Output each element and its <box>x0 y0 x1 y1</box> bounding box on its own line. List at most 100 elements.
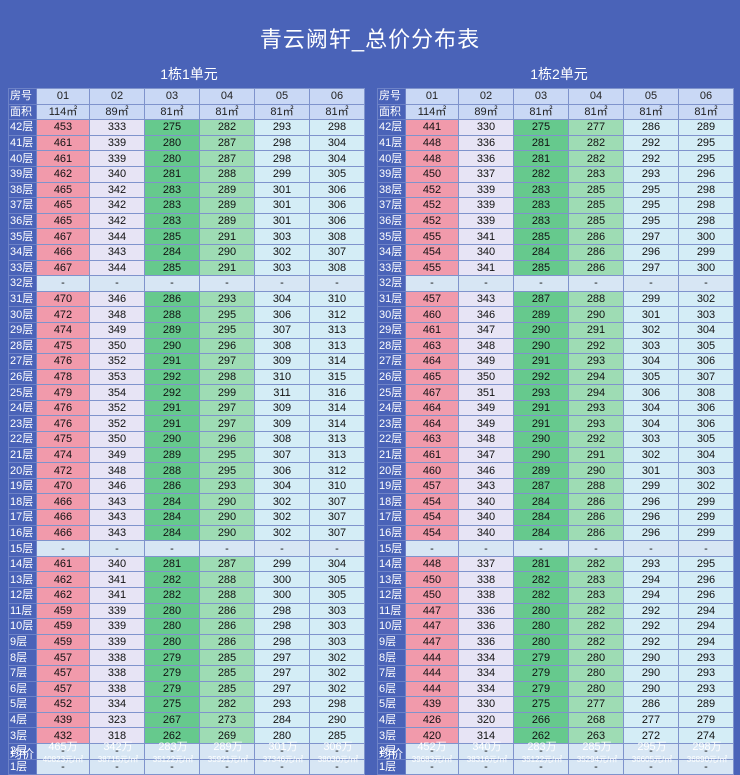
table-cell: 282 <box>144 587 200 604</box>
table-cell: 307 <box>309 243 365 261</box>
table-cell: 306 <box>309 212 365 230</box>
table-cell: 338 <box>89 680 145 698</box>
table-cell: 297 <box>199 353 255 370</box>
table-cell: 285 <box>199 680 255 698</box>
table-cell: 343 <box>89 493 145 511</box>
table-cell: 475 <box>36 337 90 355</box>
table-cell: 307 <box>254 321 310 339</box>
row-label: 35层 <box>8 228 37 245</box>
table-cell: 340 <box>458 493 514 511</box>
table-cell: 281 <box>513 555 569 573</box>
avg-price-cell: 283万 35122元/㎡ <box>146 738 200 765</box>
header-row-room: 房号 01 02 03 04 05 06 <box>8 88 365 105</box>
row-label: 31层 <box>377 290 406 308</box>
table-row: 33层 467 344 285 291 303 308 <box>8 259 365 277</box>
table-cell: 349 <box>458 353 514 370</box>
table-cell: 303 <box>678 306 734 323</box>
table-cell: 290 <box>513 446 569 464</box>
row-label: 39层 <box>377 165 406 183</box>
table-cell: 341 <box>89 587 145 604</box>
table-cell: 338 <box>89 664 145 682</box>
table-cell: 464 <box>405 353 459 370</box>
table-row: 25层 479 354 292 299 311 316 <box>8 384 365 401</box>
unit1-price-table: 房号 01 02 03 04 05 06 面积 114㎡ 89㎡ 81㎡ 81㎡ 81㎡ 81㎡ 42层 45… <box>8 88 365 775</box>
table-row: 29层 474 349 289 295 307 313 <box>8 321 365 339</box>
row-label: 10层 <box>377 618 406 635</box>
row-label: 31层 <box>8 290 37 308</box>
table-cell: 293 <box>568 415 624 433</box>
table-cell: 273 <box>199 711 255 729</box>
table-cell: 293 <box>678 649 734 666</box>
row-label: 26层 <box>377 368 406 386</box>
row-label: 8层 <box>8 649 37 666</box>
table-cell: 302 <box>254 524 310 542</box>
row-label: 27层 <box>377 353 406 370</box>
table-row: 2层 - - - - - - <box>377 742 734 760</box>
row-label: 30层 <box>8 306 37 323</box>
table-cell: 302 <box>309 649 365 666</box>
row-label: 21层 <box>377 446 406 464</box>
table-cell: 284 <box>513 509 569 526</box>
table-row: 38层 452 339 283 285 295 298 <box>377 181 734 199</box>
table-cell: 298 <box>254 618 310 635</box>
table-cell: 303 <box>309 633 365 651</box>
table-cell: 312 <box>309 306 365 323</box>
table-cell: 348 <box>458 337 514 355</box>
table-cell: 293 <box>678 680 734 698</box>
table-cell: 450 <box>405 571 459 588</box>
table-cell: 299 <box>678 524 734 542</box>
table-cell: 289 <box>199 197 255 214</box>
table-cell: 464 <box>405 399 459 417</box>
table-cell: 299 <box>623 477 679 495</box>
table-cell: 282 <box>568 618 624 635</box>
table-cell: 339 <box>89 618 145 635</box>
header-row-area: 面积 114㎡ 89㎡ 81㎡ 81㎡ 81㎡ 81㎡ <box>8 103 365 121</box>
table-cell: 454 <box>405 243 459 261</box>
table-cell: - <box>568 540 624 557</box>
table-cell: - <box>199 540 255 557</box>
table-cell: 320 <box>458 711 514 729</box>
table-cell: 463 <box>405 337 459 355</box>
table-cell: 291 <box>513 353 569 370</box>
table-cell: 300 <box>254 587 310 604</box>
table-row: 8层 457 338 279 285 297 302 <box>8 649 365 666</box>
table-cell: 338 <box>458 587 514 604</box>
table-cell: 294 <box>678 602 734 620</box>
table-cell: 315 <box>309 368 365 386</box>
unit2-title: 1栋2单元 <box>530 66 588 82</box>
table-cell: 05 <box>254 88 310 105</box>
table-row: 24层 476 352 291 297 309 314 <box>8 399 365 417</box>
table-cell: 307 <box>309 493 365 511</box>
avg-unit-price: 35122元/㎡ <box>521 755 563 764</box>
avg-unit-price: 37346元/㎡ <box>262 755 304 764</box>
table-cell: 303 <box>623 337 679 355</box>
table-cell: 281 <box>513 134 569 152</box>
row-label: 36层 <box>8 212 37 230</box>
table-cell: 299 <box>678 509 734 526</box>
table-cell: 299 <box>254 555 310 573</box>
table-row: 15层 - - - - - - <box>377 540 734 557</box>
table-cell: 291 <box>199 259 255 277</box>
table-cell: 297 <box>623 228 679 245</box>
table-row: 15层 - - - - - - <box>8 540 365 557</box>
table-row: 9层 447 336 280 282 292 294 <box>377 633 734 651</box>
table-cell: 283 <box>513 181 569 199</box>
table-cell: 306 <box>254 462 310 479</box>
table-cell: 296 <box>623 243 679 261</box>
table-cell: - <box>254 540 310 557</box>
table-cell: 292 <box>623 633 679 651</box>
table-cell: - <box>89 540 145 557</box>
table-cell: - <box>144 275 200 292</box>
table-cell: 06 <box>678 88 734 105</box>
table-cell: 274 <box>678 727 734 744</box>
table-cell: 288 <box>144 306 200 323</box>
table-cell: 346 <box>458 306 514 323</box>
table-cell: 291 <box>199 228 255 245</box>
table-cell: 336 <box>458 602 514 620</box>
table-row: 13层 462 341 282 288 300 305 <box>8 571 365 588</box>
table-cell: 282 <box>513 165 569 183</box>
table-cell: - <box>36 275 90 292</box>
table-cell: 302 <box>254 243 310 261</box>
table-cell: - <box>144 540 200 557</box>
table-cell: 298 <box>254 602 310 620</box>
